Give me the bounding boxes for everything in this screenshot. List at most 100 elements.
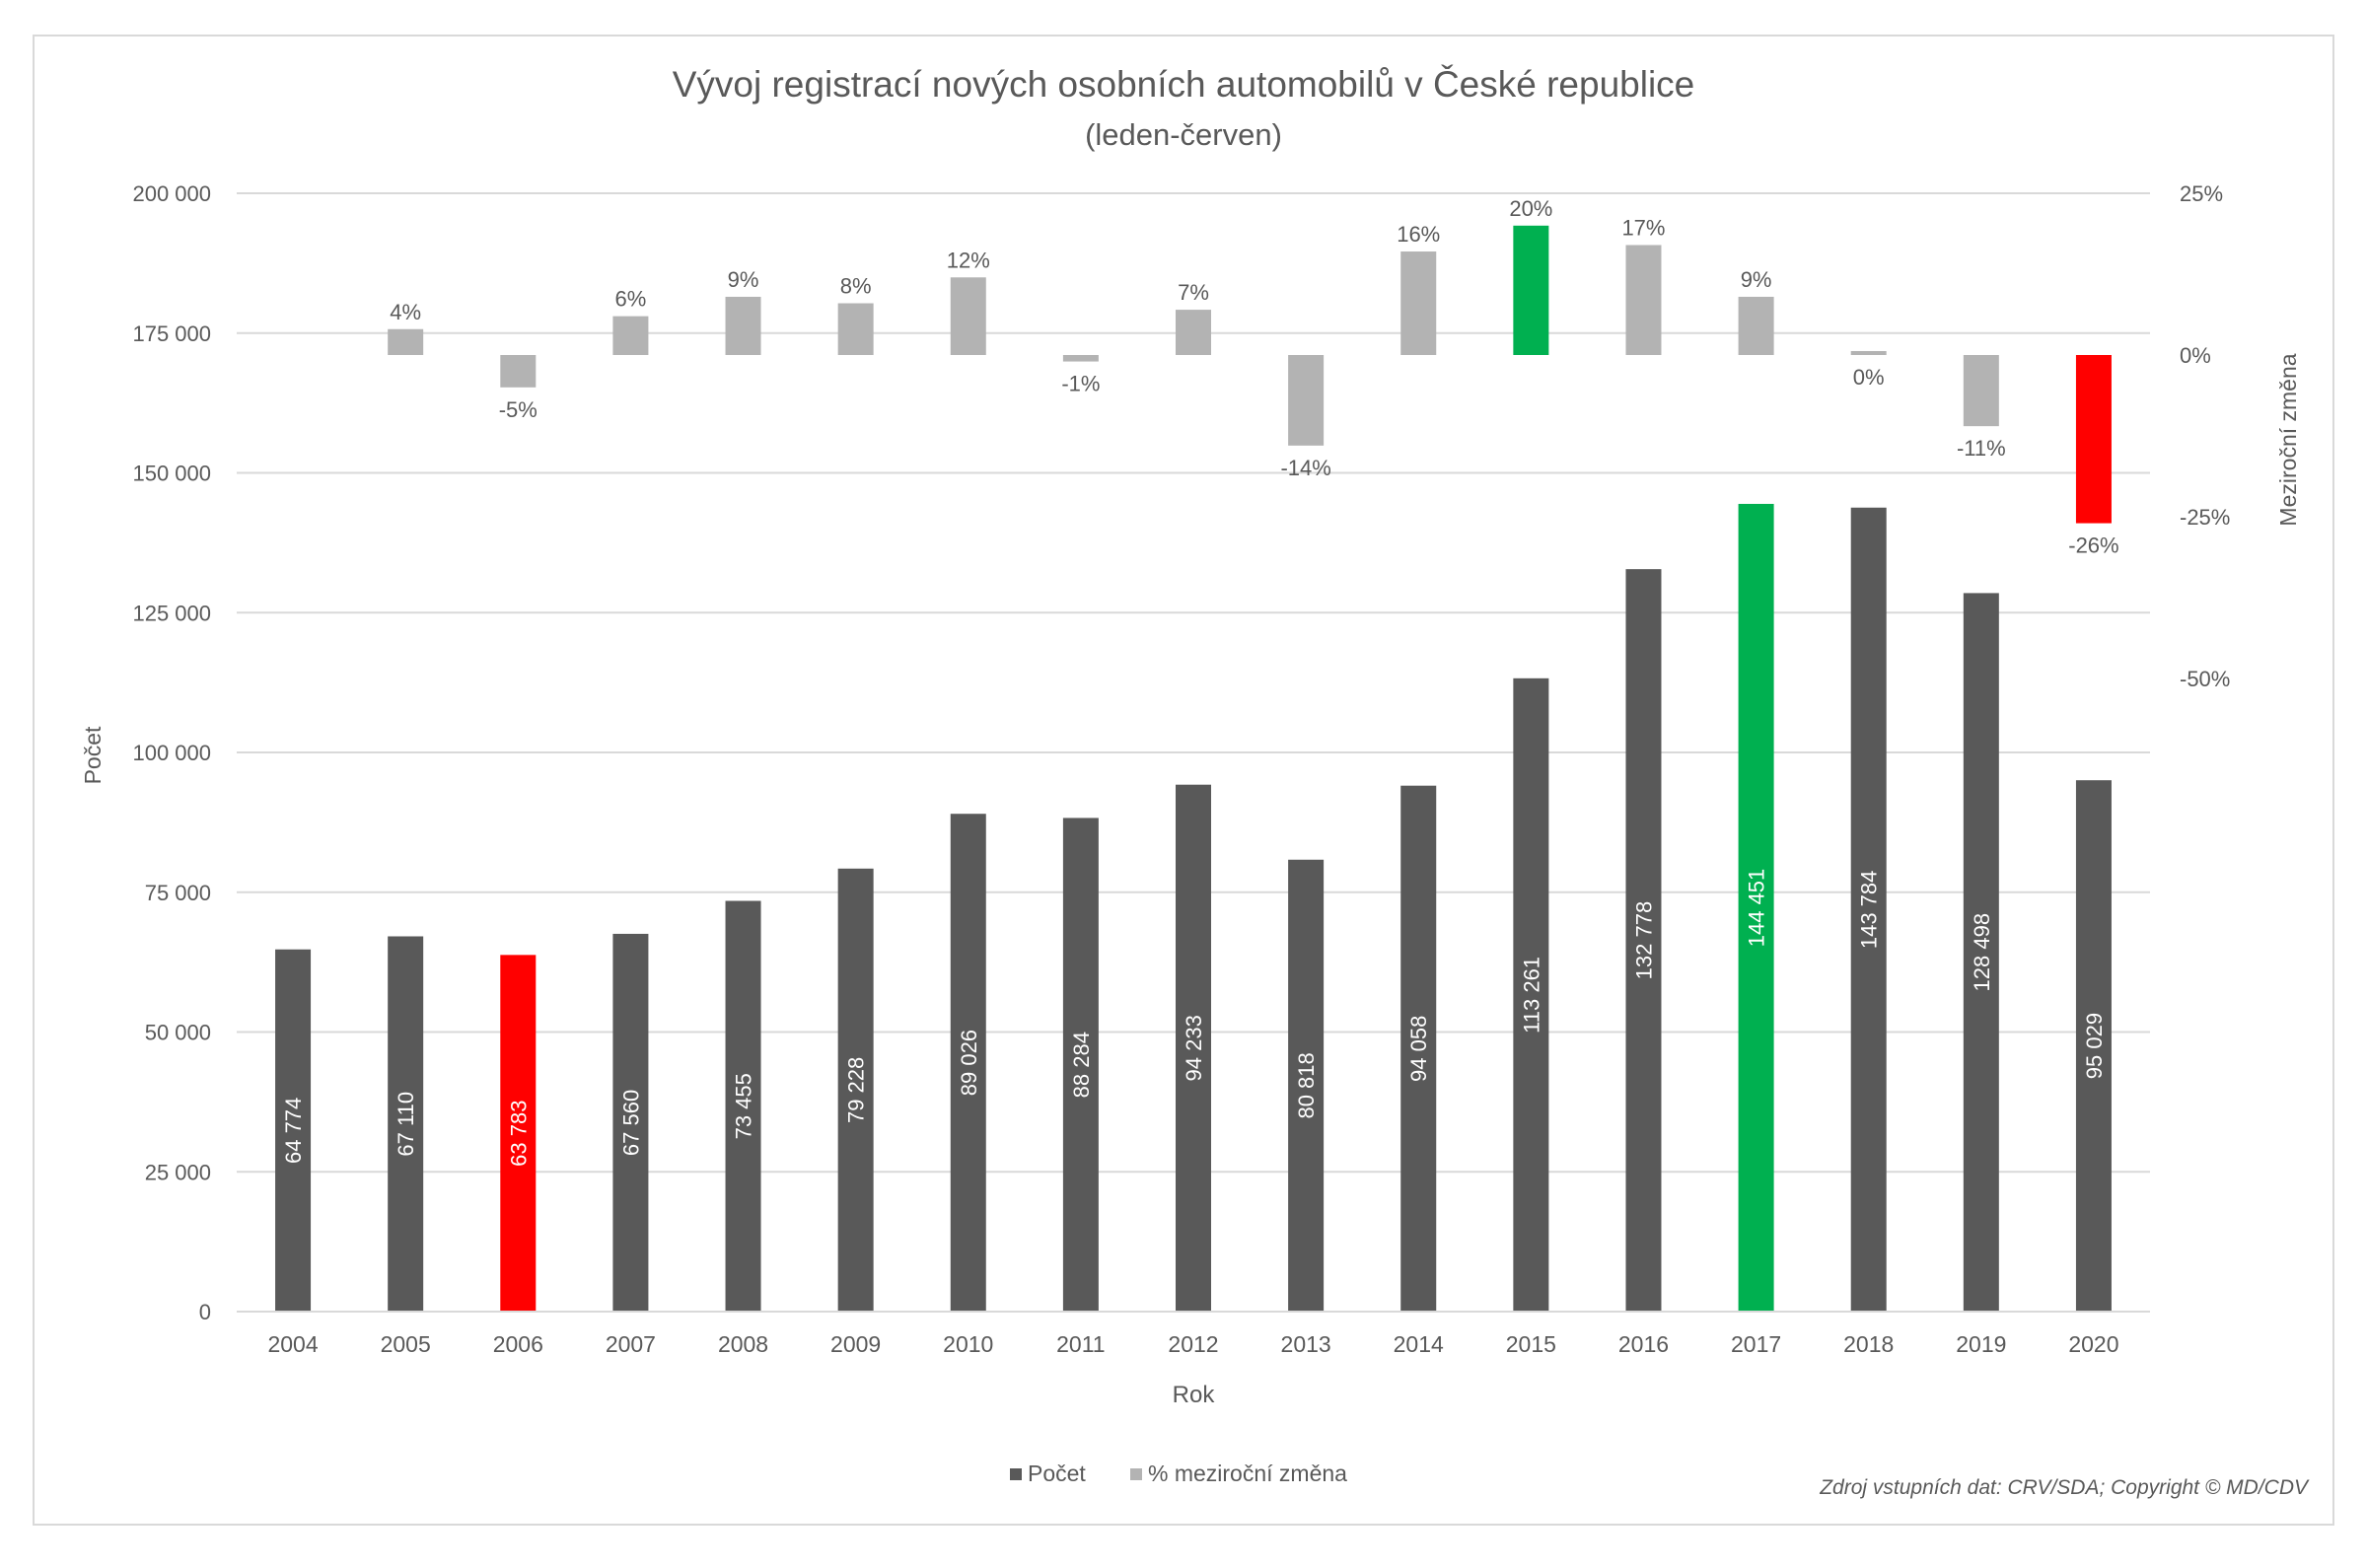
y2-tick-label: 0% bbox=[2180, 343, 2211, 368]
count-bar bbox=[388, 936, 424, 1312]
count-bar bbox=[837, 868, 874, 1312]
count-bar bbox=[1850, 507, 1887, 1312]
change-bar bbox=[1176, 310, 1211, 355]
count-bars: 64 774 67 110 63 783 67 560 73 455 79 228 89 0… bbox=[275, 503, 2112, 1312]
change-data-label: 8% bbox=[840, 274, 872, 299]
count-bar bbox=[1963, 593, 1999, 1312]
count-data-label: 94 058 bbox=[1406, 1016, 1431, 1082]
x-tick-label: 2009 bbox=[830, 1331, 881, 1357]
change-data-label: 4% bbox=[390, 300, 421, 324]
x-tick-label: 2019 bbox=[1956, 1331, 2006, 1357]
change-data-label: 9% bbox=[1741, 267, 1772, 292]
count-data-label: 128 498 bbox=[1970, 913, 1994, 992]
change-bar bbox=[1513, 225, 1549, 355]
x-tick-label: 2004 bbox=[267, 1331, 318, 1357]
count-data-label: 144 451 bbox=[1745, 869, 1769, 948]
count-bar bbox=[612, 933, 649, 1312]
x-tick-label: 2013 bbox=[1281, 1331, 1331, 1357]
change-data-label: -26% bbox=[2068, 534, 2118, 558]
change-data-label: -14% bbox=[1280, 456, 1330, 480]
change-data-label: -5% bbox=[499, 397, 538, 422]
count-bar bbox=[1738, 503, 1774, 1312]
change-bar bbox=[725, 296, 761, 355]
y-tick-label: 200 000 bbox=[132, 181, 211, 206]
count-data-label: 79 228 bbox=[844, 1057, 869, 1123]
change-bar bbox=[837, 303, 874, 355]
change-bar bbox=[500, 355, 537, 388]
gridlines bbox=[237, 192, 2150, 1174]
count-bar bbox=[500, 955, 537, 1312]
count-bar bbox=[950, 814, 986, 1312]
x-axis-label: Rok bbox=[1173, 1382, 1216, 1408]
count-data-label: 132 778 bbox=[1631, 901, 1656, 980]
change-data-label: 6% bbox=[615, 287, 647, 312]
x-tick-label: 2011 bbox=[1056, 1331, 1105, 1357]
change-bar bbox=[1963, 355, 1999, 427]
count-bar bbox=[1288, 859, 1325, 1312]
change-bar bbox=[1625, 245, 1662, 355]
count-data-label: 67 110 bbox=[394, 1092, 418, 1157]
change-bar bbox=[950, 277, 986, 355]
x-tick-label: 2015 bbox=[1506, 1331, 1556, 1357]
count-data-label: 64 774 bbox=[281, 1098, 306, 1164]
y-tick-label: 100 000 bbox=[132, 741, 211, 765]
change-bar bbox=[1850, 351, 1887, 355]
change-bar bbox=[1400, 251, 1437, 355]
change-data-label: -1% bbox=[1061, 372, 1100, 396]
change-bar bbox=[388, 328, 424, 355]
change-data-label: 9% bbox=[728, 267, 759, 292]
x-tick-label: 2020 bbox=[2068, 1331, 2118, 1357]
change-data-label: -11% bbox=[1957, 436, 2006, 461]
x-axis-ticks: 2004 2005 2006 2007 2008 2009 2010 2011 2012 2013… bbox=[267, 1331, 2118, 1357]
count-data-label: 67 560 bbox=[618, 1090, 643, 1156]
count-data-label: 73 455 bbox=[732, 1073, 756, 1139]
count-bar bbox=[725, 900, 761, 1312]
count-data-label: 143 784 bbox=[1857, 871, 1882, 950]
change-bar bbox=[2075, 355, 2112, 524]
y-tick-label: 125 000 bbox=[132, 601, 211, 625]
legend: Počet % meziroční změna bbox=[1010, 1461, 1347, 1486]
y-axis-label: Počet bbox=[80, 726, 106, 784]
y2-tick-label: -25% bbox=[2180, 505, 2230, 530]
change-bar bbox=[612, 316, 649, 355]
x-tick-label: 2005 bbox=[381, 1331, 431, 1357]
x-tick-label: 2017 bbox=[1731, 1331, 1781, 1357]
x-tick-label: 2012 bbox=[1168, 1331, 1218, 1357]
right-axis-ticks: 25% 0% -25% -50% bbox=[2180, 181, 2230, 691]
x-tick-label: 2008 bbox=[718, 1331, 768, 1357]
change-data-label: 20% bbox=[1509, 196, 1552, 221]
change-bar bbox=[1738, 296, 1774, 355]
x-tick-label: 2006 bbox=[493, 1331, 543, 1357]
y-tick-label: 175 000 bbox=[132, 321, 211, 346]
count-data-label: 95 029 bbox=[2082, 1013, 2107, 1079]
y-tick-label: 25 000 bbox=[145, 1160, 211, 1184]
count-bar bbox=[2075, 780, 2112, 1312]
y-tick-label: 150 000 bbox=[132, 462, 211, 486]
legend-label-change: % meziroční změna bbox=[1148, 1461, 1347, 1486]
change-data-label: 0% bbox=[1853, 365, 1885, 390]
left-axis-ticks: 0 25 000 50 000 75 000 100 000 125 000 150 000… bbox=[132, 181, 211, 1324]
count-data-label: 63 783 bbox=[506, 1101, 531, 1167]
count-data-label: 113 261 bbox=[1519, 957, 1543, 1033]
x-tick-label: 2007 bbox=[606, 1331, 656, 1357]
count-bar bbox=[1176, 784, 1211, 1312]
y-tick-label: 75 000 bbox=[145, 881, 211, 905]
y-tick-label: 0 bbox=[199, 1300, 211, 1324]
change-data-label: 12% bbox=[947, 248, 990, 272]
change-bar bbox=[1288, 355, 1325, 446]
legend-swatch-change bbox=[1130, 1468, 1142, 1480]
legend-label-count: Počet bbox=[1028, 1461, 1086, 1486]
change-data-label: 16% bbox=[1397, 222, 1440, 247]
count-data-label: 80 818 bbox=[1294, 1052, 1319, 1118]
y2-axis-label: Meziroční změna bbox=[2275, 353, 2301, 526]
x-tick-label: 2014 bbox=[1394, 1331, 1444, 1357]
count-bar bbox=[1513, 677, 1549, 1312]
x-tick-label: 2018 bbox=[1843, 1331, 1894, 1357]
y2-tick-label: -50% bbox=[2180, 667, 2230, 691]
change-bar bbox=[1062, 355, 1099, 362]
count-data-label: 89 026 bbox=[957, 1030, 981, 1096]
count-bar bbox=[275, 949, 312, 1312]
legend-swatch-count bbox=[1010, 1468, 1022, 1480]
change-data-label: 17% bbox=[1621, 215, 1665, 240]
